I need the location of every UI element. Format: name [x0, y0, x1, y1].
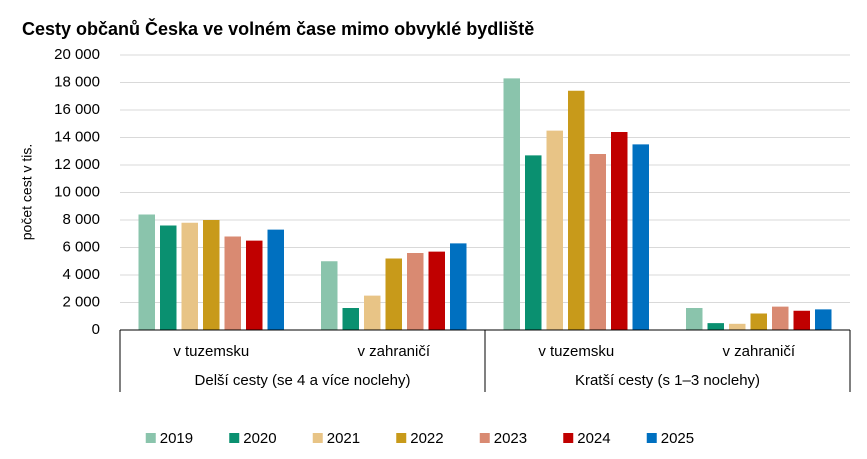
legend-label: 2023 [494, 430, 527, 447]
bar [321, 261, 338, 330]
bar [707, 323, 724, 330]
bar [611, 132, 628, 330]
bar [632, 144, 649, 330]
group-label: Kratší cesty (s 1–3 noclehy) [575, 372, 760, 389]
bar [525, 155, 542, 330]
bar [138, 214, 155, 330]
x-tick-label: v tuzemsku [538, 343, 614, 360]
legend-swatch [145, 433, 156, 443]
bar [364, 295, 381, 330]
legend-label: 2025 [661, 430, 694, 447]
bar [686, 308, 703, 330]
y-tick-label: 20 000 [54, 46, 100, 63]
y-tick-label: 10 000 [54, 183, 100, 200]
x-tick-label: v zahraničí [357, 343, 430, 360]
bar [246, 240, 263, 330]
y-tick-label: 6 000 [62, 238, 100, 255]
legend-swatch [479, 433, 490, 443]
bar [772, 306, 789, 330]
legend-swatch [396, 433, 407, 443]
y-tick-label: 2 000 [62, 293, 100, 310]
bar [589, 154, 606, 330]
bar [815, 309, 832, 330]
legend-swatch [312, 433, 323, 443]
bar [568, 90, 585, 330]
bar [793, 310, 810, 330]
y-tick-label: 18 000 [54, 73, 100, 90]
bar [203, 220, 220, 330]
y-tick-label: 12 000 [54, 156, 100, 173]
y-tick-label: 0 [92, 321, 100, 338]
bar [181, 222, 198, 330]
bar [503, 78, 520, 330]
y-tick-label: 16 000 [54, 101, 100, 118]
group-label: Delší cesty (se 4 a více noclehy) [195, 372, 411, 389]
legend-swatch [229, 433, 240, 443]
y-axis-label: počet cest v tis. [19, 144, 35, 240]
bar [160, 225, 177, 330]
y-tick-label: 14 000 [54, 128, 100, 145]
legend-label: 2020 [243, 430, 276, 447]
legend-swatch [646, 433, 657, 443]
bar [342, 308, 359, 330]
legend-label: 2022 [410, 430, 443, 447]
legend-label: 2024 [577, 430, 610, 447]
chart-title: Cesty občanů Česka ve volném čase mimo o… [22, 18, 534, 39]
bar [450, 243, 467, 330]
bar [407, 253, 424, 330]
bar [546, 130, 563, 330]
bar [428, 251, 445, 330]
bar [267, 229, 284, 330]
bar [224, 236, 241, 330]
x-tick-label: v zahraničí [722, 343, 795, 360]
legend-swatch [563, 433, 574, 443]
bar [385, 258, 402, 330]
x-tick-label: v tuzemsku [173, 343, 249, 360]
y-tick-label: 8 000 [62, 211, 100, 228]
y-tick-label: 4 000 [62, 266, 100, 283]
bar [750, 313, 767, 330]
legend-label: 2021 [327, 430, 360, 447]
bar [729, 323, 746, 330]
legend-label: 2019 [160, 430, 193, 447]
